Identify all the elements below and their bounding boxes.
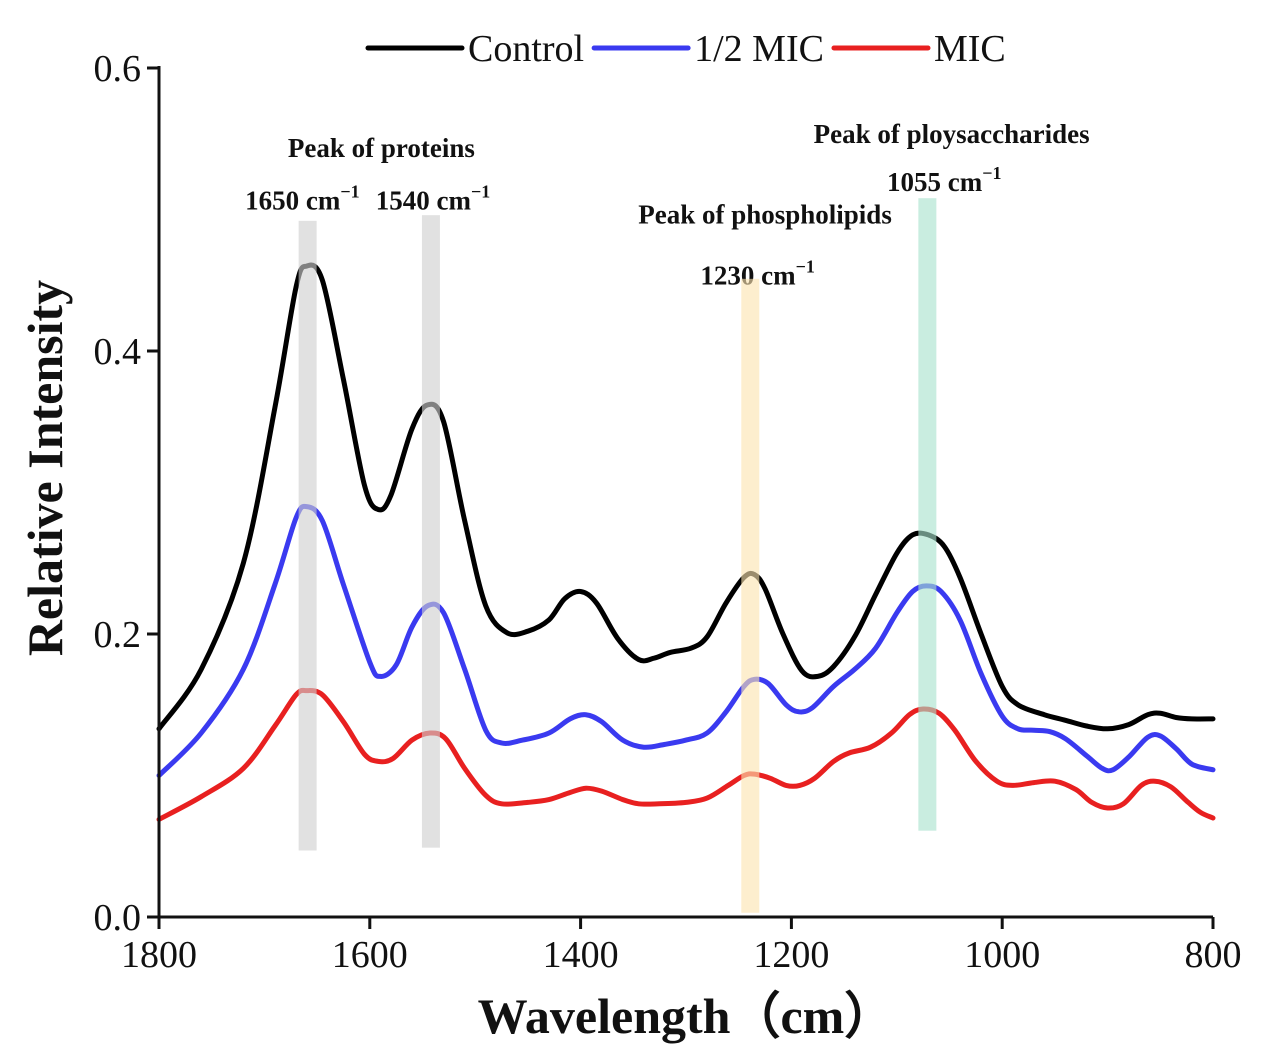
x-tick-label-1600: 1600 <box>332 934 408 976</box>
y-tick-label-3: 0.6 <box>94 48 142 90</box>
series-line-1-2-mic <box>156 503 1216 778</box>
series-line-mic <box>156 687 1216 822</box>
annotation-4: Peak of phospholipids <box>638 200 892 230</box>
x-axis-title: Wavelength（cm） <box>478 988 895 1044</box>
annotation-7: 1055 cm−1 <box>887 163 1002 197</box>
x-tick-label-1200: 1200 <box>753 934 829 976</box>
y-axis-title: Relative Intensity <box>17 280 73 656</box>
x-tick-label-1800: 1800 <box>121 934 197 976</box>
x-tick-label-1400: 1400 <box>543 934 619 976</box>
legend-label-control: Control <box>468 28 584 70</box>
x-tick-label-800: 800 <box>1185 934 1242 976</box>
series-lines <box>156 262 1216 822</box>
y-tick-label-1: 0.2 <box>94 614 142 656</box>
highlight-bands <box>298 198 937 913</box>
peak-band-3 <box>741 278 760 913</box>
peak-band-1 <box>298 220 317 851</box>
annotation-3: 1540 cm−1 <box>376 182 491 216</box>
legend-label-1-2-mic: 1/2 MIC <box>694 28 824 70</box>
axes: 1800 1600 1400 1200 1000 800 0.0 0.2 0.4 0.6 <box>94 48 1242 976</box>
legend-label-mic: MIC <box>934 28 1006 70</box>
peak-band-2 <box>421 215 440 848</box>
y-tick-label-0: 0.0 <box>94 897 142 939</box>
series-line-control <box>156 262 1216 732</box>
annotation-2: 1650 cm−1 <box>245 182 360 216</box>
y-tick-label-2: 0.4 <box>94 331 142 373</box>
annotations: Peak of proteins 1650 cm−1 1540 cm−1 Peak o… <box>245 119 1090 291</box>
peak-band-4 <box>918 198 937 831</box>
annotation-1: Peak of proteins <box>288 133 475 163</box>
legend: Control 1/2 MIC MIC <box>365 28 1006 70</box>
x-tick-label-1000: 1000 <box>964 934 1040 976</box>
annotation-6: Peak of ploysaccharides <box>814 119 1090 149</box>
